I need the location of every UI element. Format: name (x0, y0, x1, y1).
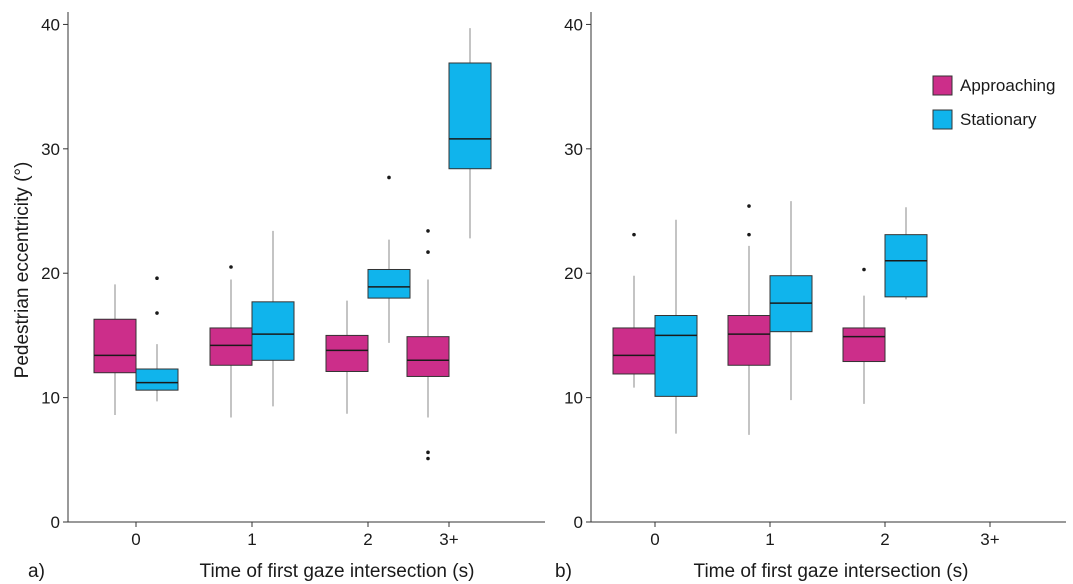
legend-label-approaching: Approaching (960, 76, 1055, 95)
box-approaching-3+ (406, 229, 450, 461)
panel-a-xlabel: Time of first gaze intersection (s) (200, 561, 475, 582)
y-tick-label: 30 (41, 140, 60, 159)
outlier-point (862, 267, 866, 272)
x-tick-label: 2 (363, 530, 372, 549)
x-tick-label: 3+ (439, 530, 458, 549)
panel-a-plot (67, 12, 545, 523)
box-iqr (654, 315, 698, 397)
outlier-point (747, 204, 751, 208)
panel-b-plot (590, 12, 1066, 523)
legend: Approaching Stationary (932, 75, 1055, 130)
box-iqr (406, 336, 450, 377)
y-tick-label: 10 (564, 389, 583, 408)
panel-a-label: a) (28, 561, 45, 582)
panel-b-label: b) (555, 561, 572, 582)
panel-b: Time of first gaze intersection (s) b) 0… (555, 12, 1066, 582)
box-approaching-0 (612, 232, 656, 388)
box-stationary-1 (769, 201, 813, 401)
panel-b-ticks: 0 10 20 30 40 0 1 2 3+ (564, 15, 1000, 549)
outlier-point (426, 456, 430, 461)
y-tick-label: 30 (564, 140, 583, 159)
outlier-point (229, 265, 233, 269)
outlier-point (632, 232, 636, 237)
y-tick-label: 0 (51, 513, 60, 532)
panel-a-ticks: 0 10 20 30 40 0 1 2 3+ (41, 15, 459, 549)
outlier-point (155, 276, 159, 280)
box-iqr (727, 315, 771, 366)
y-tick-label: 0 (574, 513, 583, 532)
box-approaching-2 (842, 267, 886, 404)
box-iqr (884, 234, 928, 298)
outlier-point (747, 232, 751, 237)
x-tick-label: 1 (765, 530, 774, 549)
panel-b-xlabel: Time of first gaze intersection (s) (694, 561, 969, 582)
box-iqr (842, 327, 886, 363)
panel-a-ylabel: Pedestrian eccentricity (°) (12, 162, 33, 379)
y-tick-label: 10 (41, 389, 60, 408)
outlier-point (426, 450, 430, 455)
legend-swatch-stationary (932, 109, 953, 130)
outlier-point (155, 311, 159, 315)
box-stationary-2 (884, 207, 928, 300)
y-tick-label: 40 (564, 15, 583, 34)
y-tick-label: 20 (564, 264, 583, 283)
y-tick-label: 40 (41, 15, 60, 34)
box-approaching-0 (93, 284, 137, 416)
x-tick-label: 0 (131, 530, 140, 549)
box-stationary-0 (654, 219, 698, 434)
outlier-point (387, 175, 391, 180)
box-approaching-1 (209, 265, 253, 418)
box-approaching-1 (727, 204, 771, 435)
x-tick-label: 1 (247, 530, 256, 549)
box-stationary-3+ (448, 28, 492, 239)
box-iqr (612, 327, 656, 375)
box-iqr (93, 318, 137, 374)
box-iqr (448, 62, 492, 170)
x-tick-label: 3+ (980, 530, 999, 549)
legend-swatch-approaching (932, 75, 953, 96)
box-iqr (325, 334, 369, 372)
box-iqr (251, 301, 295, 361)
x-tick-label: 0 (650, 530, 659, 549)
box-approaching-2 (325, 300, 369, 414)
outlier-point (426, 250, 430, 254)
y-tick-label: 20 (41, 264, 60, 283)
box-stationary-2 (367, 175, 411, 343)
box-iqr (135, 368, 179, 391)
box-iqr (367, 268, 411, 299)
outlier-point (426, 229, 430, 233)
box-stationary-1 (251, 230, 295, 407)
box-stationary-0 (135, 276, 179, 402)
panel-a: Pedestrian eccentricity (°) Time of firs… (12, 12, 545, 582)
box-iqr (209, 327, 253, 366)
legend-label-stationary: Stationary (960, 110, 1037, 129)
x-tick-label: 2 (880, 530, 889, 549)
